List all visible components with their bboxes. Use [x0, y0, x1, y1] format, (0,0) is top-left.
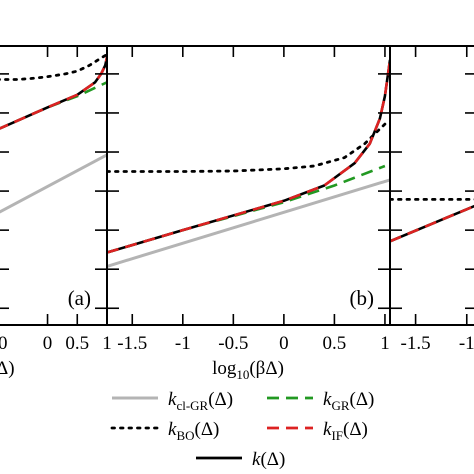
panel-1-series [0, 53, 107, 214]
panel-1-xtick-label-0: 0 [43, 333, 53, 354]
left-partial-zero: 0 [0, 333, 8, 354]
legend-label-k-BO: kBO(Δ) [168, 419, 219, 443]
series-k-clGR-panel-2 [107, 178, 390, 268]
legend-item-k: k(Δ) [196, 449, 285, 470]
series-k-panel-1 [0, 56, 107, 130]
legend-label-k-IF: kIF(Δ) [323, 419, 368, 443]
legend: kcl-GR(Δ) kGR(Δ)kBO(Δ) kIF(Δ)k(Δ) [110, 389, 374, 470]
series-k-BO-panel-2 [107, 122, 387, 173]
panel-3-xtick-label-0: -1.5 [401, 333, 431, 354]
legend-label-sub: IF [331, 428, 343, 443]
panel-1-xtick-label-2: 1 [102, 333, 112, 354]
panels: 0 0.5 1 (a) -1.5 -1 -0.5 0 0.5 1 (b) -1.5 -1 [0, 45, 474, 354]
series-k-clGR-panel-1 [0, 153, 107, 214]
panel-2-xtick-label-1: -1 [175, 333, 191, 354]
series-k-IF-panel-1 [0, 56, 107, 130]
legend-label-sub: BO [176, 428, 194, 443]
series-k-IF-panel-2 [107, 59, 390, 254]
legend-label-sub: cl-GR [176, 398, 208, 413]
legend-item-k-IF: kIF(Δ) [267, 419, 368, 443]
panel-2: -1.5 -1 -0.5 0 0.5 1 (b) [106, 45, 391, 354]
panel-3: -1.5 -1 [389, 45, 474, 354]
x-axis-title-post: (βΔ) [249, 358, 284, 379]
panel-2-xtick-label-4: 0.5 [323, 333, 347, 354]
x-axis-title-sub: 10 [236, 367, 249, 382]
legend-item-k-BO: kBO(Δ) [110, 419, 219, 443]
legend-label-sym: k [168, 419, 177, 440]
panel-1-xtick-label-1: 0.5 [65, 333, 89, 354]
legend-label-arg: (Δ) [343, 419, 368, 440]
panel-2-tag: (b) [350, 286, 375, 310]
legend-label-arg: (Δ) [350, 389, 375, 410]
legend-label-arg: (Δ) [208, 389, 233, 410]
series-k-IF-panel-3 [390, 204, 474, 243]
panel-1-tag: (a) [68, 286, 91, 310]
panel-2-xtick-label-0: -1.5 [117, 333, 147, 354]
legend-item-k-GR: kGR(Δ) [267, 389, 374, 413]
legend-label-k-GR: kGR(Δ) [323, 389, 374, 413]
panel-2-xtick-label-3: 0 [279, 333, 289, 354]
legend-label-k-clGR: kcl-GR(Δ) [168, 389, 233, 413]
legend-label-k: k(Δ) [252, 449, 285, 470]
series-k-GR-panel-2 [107, 164, 386, 254]
legend-label-arg: (Δ) [195, 419, 220, 440]
panel-3-xtick-label-1: -1 [459, 333, 474, 354]
legend-label-sub: GR [331, 398, 349, 413]
legend-label-sym: k [323, 389, 332, 410]
panel-1: 0 0.5 1 (a) [0, 45, 112, 354]
legend-item-k-clGR: kcl-GR(Δ) [112, 389, 233, 413]
panel-2-series [107, 59, 390, 268]
legend-label-sym: k [252, 449, 261, 470]
left-partial-delta: Δ) [0, 358, 15, 379]
legend-label-sym: k [168, 389, 177, 410]
x-axis-title-pre: log [212, 358, 237, 379]
panel-1-frame [0, 45, 108, 326]
panel-3-series [390, 197, 474, 243]
x-axis-title: log10(βΔ) [212, 358, 284, 382]
panel-2-xtick-label-2: -0.5 [218, 333, 248, 354]
legend-label-arg: (Δ) [260, 449, 285, 470]
panel-2-frame [106, 45, 391, 326]
panel-3-frame [389, 45, 474, 326]
series-k-BO-panel-1 [0, 53, 107, 81]
legend-label-sym: k [323, 419, 332, 440]
panel-2-xtick-label-5: 1 [380, 333, 390, 354]
